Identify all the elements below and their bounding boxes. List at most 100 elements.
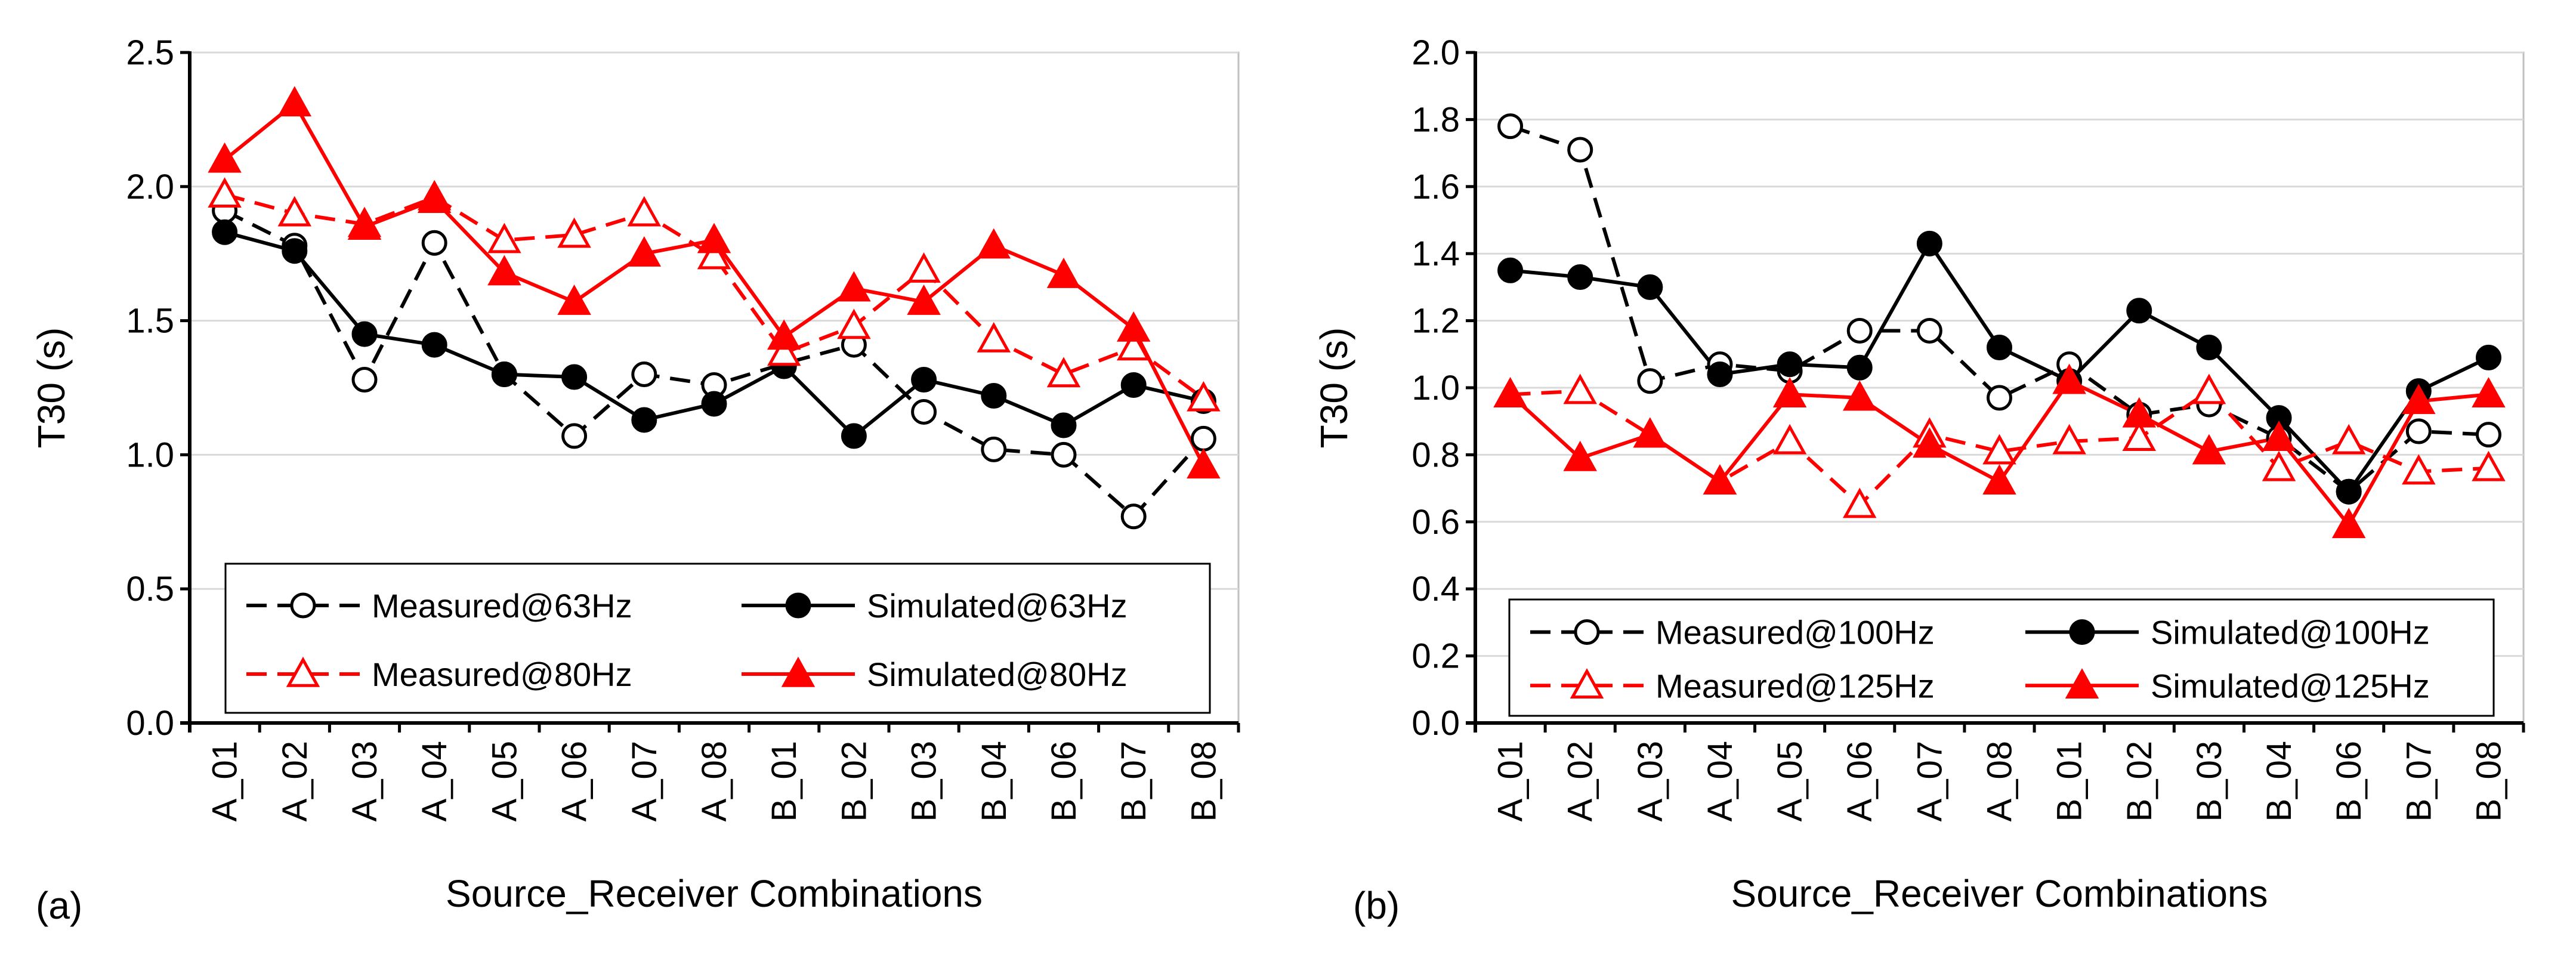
data-point: [487, 222, 521, 254]
x-tick-label: A_03: [345, 741, 384, 821]
data-point: [1567, 264, 1593, 291]
data-point: [2475, 422, 2501, 448]
data-point: [2405, 418, 2432, 444]
data-point: [2336, 478, 2362, 505]
data-point: [561, 364, 588, 390]
x-tick-label: A_02: [1561, 741, 1600, 821]
x-tick-label: A_02: [276, 741, 314, 821]
data-point: [1987, 385, 2012, 411]
data-point: [627, 236, 662, 267]
data-point: [487, 255, 521, 286]
data-point: [767, 319, 801, 350]
data-point: [2192, 434, 2226, 465]
data-point: [208, 142, 242, 173]
data-point: [697, 222, 731, 254]
chart-panel-b: 0.0 0.2 0.4 0.6 0.8 1.0 1.2 1.4 1.6 1.8 2.0 A_01 A_0…: [1312, 33, 2525, 915]
x-tick-label: A_05: [485, 741, 524, 821]
legend-label: Measured@125Hz: [1655, 667, 1935, 704]
data-point: [208, 177, 242, 208]
data-point: [1187, 381, 1221, 412]
data-point: [1772, 424, 1807, 455]
x-tick-label: B_06: [2330, 741, 2368, 821]
data-point: [2262, 421, 2296, 451]
x-tick-label: A_01: [206, 741, 245, 821]
data-point: [1116, 311, 1151, 342]
data-point: [282, 238, 308, 264]
series-line-measured-80hz: [224, 193, 1205, 400]
y-tick-label: 1.4: [1411, 234, 1460, 273]
legend-marker: [286, 656, 320, 687]
panel-a-label: (a): [36, 884, 82, 927]
y-axis-label: T30 (s): [1312, 327, 1355, 449]
legend: [224, 563, 1211, 714]
x-tick-label: B_07: [1114, 741, 1153, 821]
data-point: [351, 321, 378, 347]
data-point: [1567, 137, 1593, 163]
x-tick-label: A_08: [1981, 741, 2019, 821]
data-point: [2402, 384, 2436, 415]
legend-label: Measured@100Hz: [1655, 614, 1935, 651]
x-tick-label: B_06: [1045, 741, 1083, 821]
y-tick-label: 0.0: [1411, 704, 1460, 743]
legend-label: Simulated@125Hz: [2151, 667, 2430, 704]
y-tick-label: 2.0: [1411, 33, 1460, 72]
data-point: [557, 284, 591, 315]
x-axis-label: Source_Receiver Combinations: [1731, 872, 2268, 915]
legend-marker: [290, 592, 316, 619]
legend-label: Measured@80Hz: [372, 656, 632, 693]
x-tick-label: A_07: [1910, 741, 1949, 821]
data-point: [767, 335, 801, 366]
legend-marker: [2065, 668, 2099, 699]
x-tick-label: A_07: [625, 741, 664, 821]
data-point: [2475, 344, 2501, 370]
data-point: [1916, 230, 1942, 257]
data-point: [347, 209, 382, 240]
x-tick-label: B_02: [835, 741, 873, 821]
data-point: [351, 367, 378, 393]
data-point: [2196, 335, 2222, 361]
data-point: [1120, 503, 1147, 530]
data-point: [1916, 317, 1942, 344]
legend: [1508, 598, 2495, 717]
data-point: [491, 361, 517, 388]
x-tick-label: A_05: [1771, 741, 1809, 821]
legend-marker: [785, 592, 811, 619]
data-point: [907, 252, 941, 283]
data-point: [1051, 412, 1077, 438]
data-point: [421, 230, 447, 256]
data-point: [631, 361, 657, 388]
data-point: [627, 196, 662, 227]
legend-marker: [781, 656, 816, 687]
data-point: [1637, 274, 1663, 300]
y-tick-label: 0.5: [126, 570, 174, 608]
y-tick-label: 0.0: [126, 704, 174, 743]
data-point: [1497, 113, 1524, 140]
y-tick-label: 1.6: [1411, 168, 1460, 206]
data-point: [977, 228, 1011, 259]
legend-label: Measured@63Hz: [372, 587, 632, 625]
data-point: [911, 367, 937, 393]
y-tick-label: 0.8: [1411, 435, 1460, 474]
x-tick-label: B_01: [765, 741, 804, 821]
data-point: [837, 308, 871, 339]
data-point: [2262, 450, 2296, 481]
y-tick-label: 0.2: [1411, 637, 1460, 676]
data-point: [701, 391, 727, 417]
y-tick-label: 1.5: [126, 302, 174, 341]
x-tick-label: A_03: [1631, 741, 1670, 821]
data-point: [2122, 397, 2157, 428]
legend-label: Simulated@100Hz: [2151, 614, 2430, 651]
data-point: [1846, 317, 1873, 344]
data-point: [277, 196, 312, 227]
data-point: [2331, 508, 2366, 539]
x-tick-label: A_01: [1491, 741, 1530, 821]
legend-label: Simulated@80Hz: [867, 656, 1128, 693]
data-point: [1497, 257, 1524, 283]
data-point: [1707, 361, 1733, 388]
chart-panel-a: 0.0 0.5 1.0 1.5 2.0 2.5 A_01 A_02 A_03 A_04 A_05 A_…: [30, 33, 1240, 915]
x-tick-label: A_04: [415, 741, 454, 821]
data-point: [981, 436, 1007, 462]
data-point: [1046, 357, 1081, 388]
data-point: [212, 219, 238, 245]
data-point: [2192, 373, 2226, 404]
